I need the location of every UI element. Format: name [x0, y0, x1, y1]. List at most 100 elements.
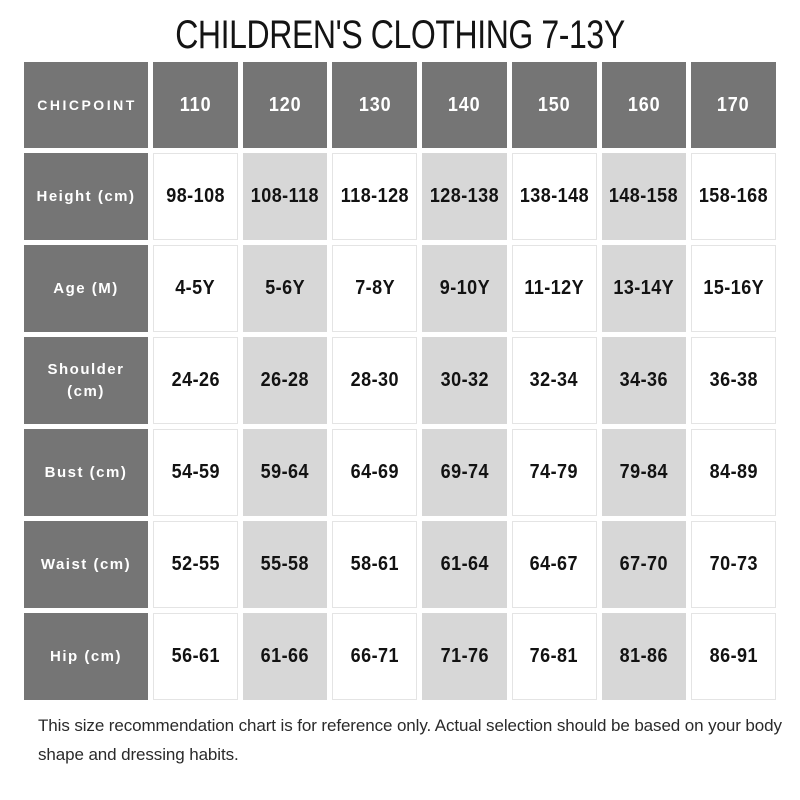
header-size-label: 120 [268, 93, 302, 116]
table-header-size-120: 120 [242, 62, 328, 148]
cell-value: 30-32 [440, 369, 489, 391]
cell-value: 71-76 [440, 645, 489, 667]
row-label-bust: Bust (cm) [24, 429, 148, 516]
cell-value: 13-14Y [613, 277, 675, 299]
row-label-hip: Hip (cm) [24, 613, 148, 700]
table-header-brand: CHICPOINT [24, 62, 148, 148]
table-cell: 30-32 [422, 337, 507, 424]
table-cell: 81-86 [601, 613, 687, 700]
table-cell: 4-5Y [153, 245, 238, 332]
cell-value: 108-118 [250, 185, 320, 207]
table-cell: 56-61 [153, 613, 238, 700]
cell-value: 81-86 [619, 645, 669, 667]
cell-value: 158-168 [699, 185, 769, 207]
cell-value: 4-5Y [175, 277, 216, 299]
cell-value: 11-12Y [524, 277, 585, 299]
cell-value: 69-74 [440, 461, 489, 483]
cell-value: 9-10Y [439, 277, 490, 299]
table-cell: 64-69 [332, 429, 418, 516]
cell-value: 56-61 [171, 645, 220, 667]
cell-value: 5-6Y [265, 277, 305, 299]
cell-value: 24-26 [171, 369, 220, 391]
row-label-waist: Waist (cm) [24, 521, 148, 608]
cell-value: 66-71 [350, 645, 399, 667]
table-cell: 158-168 [691, 153, 776, 240]
cell-value: 15-16Y [703, 277, 765, 299]
table-header-size-170: 170 [691, 62, 776, 148]
row-label-age: Age (M) [24, 245, 148, 332]
header-size-label: 150 [537, 93, 571, 116]
cell-value: 86-91 [709, 645, 758, 667]
table-cell: 13-14Y [601, 245, 687, 332]
table-cell: 54-59 [153, 429, 238, 516]
cell-value: 61-66 [260, 645, 310, 667]
cell-value: 79-84 [619, 461, 669, 483]
table-cell: 15-16Y [691, 245, 776, 332]
table-cell: 74-79 [511, 429, 597, 516]
cell-value: 26-28 [260, 369, 310, 391]
row-label-height: Height (cm) [24, 153, 148, 240]
cell-value: 84-89 [709, 461, 758, 483]
table-cell: 55-58 [242, 521, 328, 608]
table-cell: 61-64 [422, 521, 507, 608]
header-size-label: 140 [448, 93, 481, 116]
cell-value: 118-128 [340, 185, 409, 207]
table-cell: 69-74 [422, 429, 507, 516]
table-cell: 148-158 [601, 153, 687, 240]
table-cell: 86-91 [691, 613, 776, 700]
table-header-size-110: 110 [153, 62, 238, 148]
header-size-label: 130 [358, 93, 392, 116]
cell-value: 64-67 [530, 553, 579, 575]
cell-value: 58-61 [350, 553, 399, 575]
cell-value: 138-148 [519, 185, 589, 207]
cell-value: 98-108 [165, 185, 225, 207]
cell-value: 148-158 [609, 185, 679, 207]
table-cell: 9-10Y [422, 245, 507, 332]
table-cell: 5-6Y [242, 245, 328, 332]
table-cell: 52-55 [153, 521, 238, 608]
cell-value: 76-81 [530, 645, 579, 667]
size-chart-table: CHICPOINT 110 120 130 140 150 160 170 He… [24, 62, 776, 700]
cell-value: 59-64 [260, 461, 310, 483]
table-cell: 70-73 [691, 521, 776, 608]
table-cell: 58-61 [332, 521, 418, 608]
cell-value: 36-38 [709, 369, 758, 391]
table-cell: 71-76 [422, 613, 507, 700]
table-cell: 128-138 [422, 153, 507, 240]
table-cell: 118-128 [332, 153, 418, 240]
cell-value: 54-59 [171, 461, 220, 483]
table-cell: 24-26 [153, 337, 238, 424]
table-cell: 66-71 [332, 613, 418, 700]
header-size-label: 110 [179, 93, 212, 116]
table-cell: 26-28 [242, 337, 328, 424]
cell-value: 34-36 [619, 369, 669, 391]
cell-value: 7-8Y [354, 277, 395, 299]
cell-value: 128-138 [429, 185, 500, 207]
header-size-label: 160 [627, 93, 661, 116]
table-cell: 28-30 [332, 337, 418, 424]
table-cell: 36-38 [691, 337, 776, 424]
table-cell: 7-8Y [332, 245, 418, 332]
table-header-size-160: 160 [601, 62, 687, 148]
table-cell: 79-84 [601, 429, 687, 516]
table-cell: 84-89 [691, 429, 776, 516]
table-cell: 34-36 [601, 337, 687, 424]
cell-value: 64-69 [350, 461, 399, 483]
table-header-size-140: 140 [422, 62, 507, 148]
cell-value: 52-55 [171, 553, 220, 575]
table-cell: 61-66 [242, 613, 328, 700]
table-header-size-150: 150 [511, 62, 597, 148]
table-header-size-130: 130 [332, 62, 418, 148]
cell-value: 28-30 [350, 369, 399, 391]
row-label-shoulder: Shoulder (cm) [24, 337, 148, 424]
table-cell: 108-118 [242, 153, 328, 240]
table-cell: 138-148 [511, 153, 597, 240]
disclaimer-note: This size recommendation chart is for re… [38, 716, 782, 764]
table-cell: 76-81 [511, 613, 597, 700]
table-cell: 98-108 [153, 153, 238, 240]
table-cell: 59-64 [242, 429, 328, 516]
cell-value: 67-70 [619, 553, 669, 575]
table-cell: 64-67 [511, 521, 597, 608]
page-title: CHILDREN'S CLOTHING 7-13Y [175, 13, 625, 57]
